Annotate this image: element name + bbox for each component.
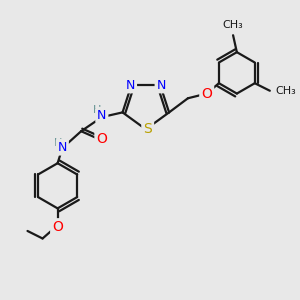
Text: H: H bbox=[93, 105, 101, 115]
Text: O: O bbox=[52, 220, 63, 234]
Text: O: O bbox=[201, 87, 212, 100]
Text: N: N bbox=[97, 109, 106, 122]
Text: S: S bbox=[143, 122, 152, 136]
Text: H: H bbox=[53, 137, 62, 148]
Text: CH₃: CH₃ bbox=[275, 86, 296, 96]
Text: CH₃: CH₃ bbox=[223, 20, 244, 30]
Text: N: N bbox=[126, 79, 135, 92]
Text: N: N bbox=[58, 141, 67, 154]
Text: O: O bbox=[96, 132, 107, 146]
Text: N: N bbox=[157, 79, 166, 92]
